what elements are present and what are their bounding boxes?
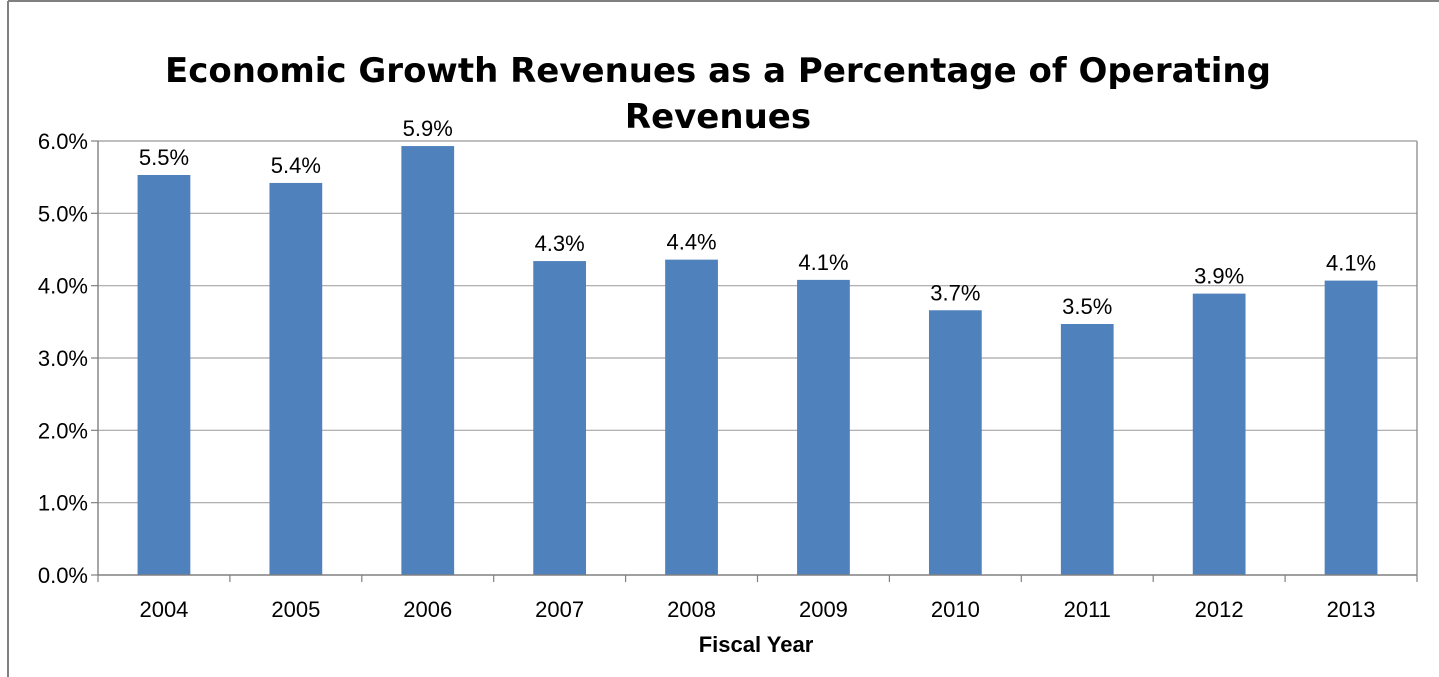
y-tick-label: 6.0% bbox=[38, 129, 88, 154]
data-label-2009: 4.1% bbox=[798, 250, 848, 275]
y-tick-label: 1.0% bbox=[38, 491, 88, 516]
data-label-2005: 5.4% bbox=[271, 153, 321, 178]
data-label-2008: 4.4% bbox=[666, 230, 716, 255]
data-label-2011: 3.5% bbox=[1062, 294, 1112, 319]
x-tick-label-2008: 2008 bbox=[667, 597, 716, 622]
y-tick-label: 2.0% bbox=[38, 418, 88, 443]
x-tick-label-2007: 2007 bbox=[535, 597, 584, 622]
data-labels: 5.5% 5.4% 5.9% 4.3% 4.4% 4.1% 3.7% 3.5% 3.9% 4.1% bbox=[139, 116, 1376, 319]
x-tick-label-2010: 2010 bbox=[931, 597, 980, 622]
bar-2004 bbox=[137, 174, 191, 575]
x-tick-label-2009: 2009 bbox=[799, 597, 848, 622]
x-tick-label-2004: 2004 bbox=[139, 597, 188, 622]
x-tick-labels: 2004 2005 2006 2007 2008 2009 2010 2011 2012 2013 bbox=[139, 597, 1375, 622]
x-tick-label-2011: 2011 bbox=[1064, 597, 1111, 622]
bars bbox=[137, 146, 1378, 575]
bar-2008 bbox=[665, 259, 718, 575]
data-label-2004: 5.5% bbox=[139, 145, 189, 170]
bar-2011 bbox=[1060, 324, 1114, 575]
bar-2005 bbox=[269, 182, 323, 575]
x-tick-label-2005: 2005 bbox=[271, 597, 320, 622]
y-tick-label: 5.0% bbox=[38, 201, 88, 226]
data-label-2007: 4.3% bbox=[535, 231, 585, 256]
x-tick-label-2012: 2012 bbox=[1195, 597, 1244, 622]
x-tick-label-2013: 2013 bbox=[1327, 597, 1376, 622]
axes bbox=[91, 140, 1418, 582]
y-tick-label: 4.0% bbox=[38, 274, 88, 299]
bar-2009 bbox=[797, 279, 850, 575]
bar-2007 bbox=[533, 261, 587, 575]
data-label-2012: 3.9% bbox=[1194, 264, 1244, 289]
bar-2006 bbox=[401, 146, 455, 575]
y-tick-label: 0.0% bbox=[38, 563, 88, 588]
data-label-2013: 4.1% bbox=[1326, 251, 1376, 276]
y-tick-label: 3.0% bbox=[38, 346, 88, 371]
chart-title-line-2: Revenues bbox=[625, 97, 811, 137]
bar-2012 bbox=[1192, 293, 1246, 575]
bar-2010 bbox=[928, 310, 982, 575]
data-label-2006: 5.9% bbox=[403, 116, 453, 141]
x-axis-title: Fiscal Year bbox=[699, 632, 814, 657]
x-tick-label-2006: 2006 bbox=[403, 597, 452, 622]
chart-title-line-1: Economic Growth Revenues as a Percentage… bbox=[165, 51, 1271, 91]
bar-2013 bbox=[1324, 280, 1378, 575]
data-label-2010: 3.7% bbox=[930, 280, 980, 305]
y-tick-labels: 0.0% 1.0% 2.0% 3.0% 4.0% 5.0% 6.0% bbox=[38, 129, 88, 588]
